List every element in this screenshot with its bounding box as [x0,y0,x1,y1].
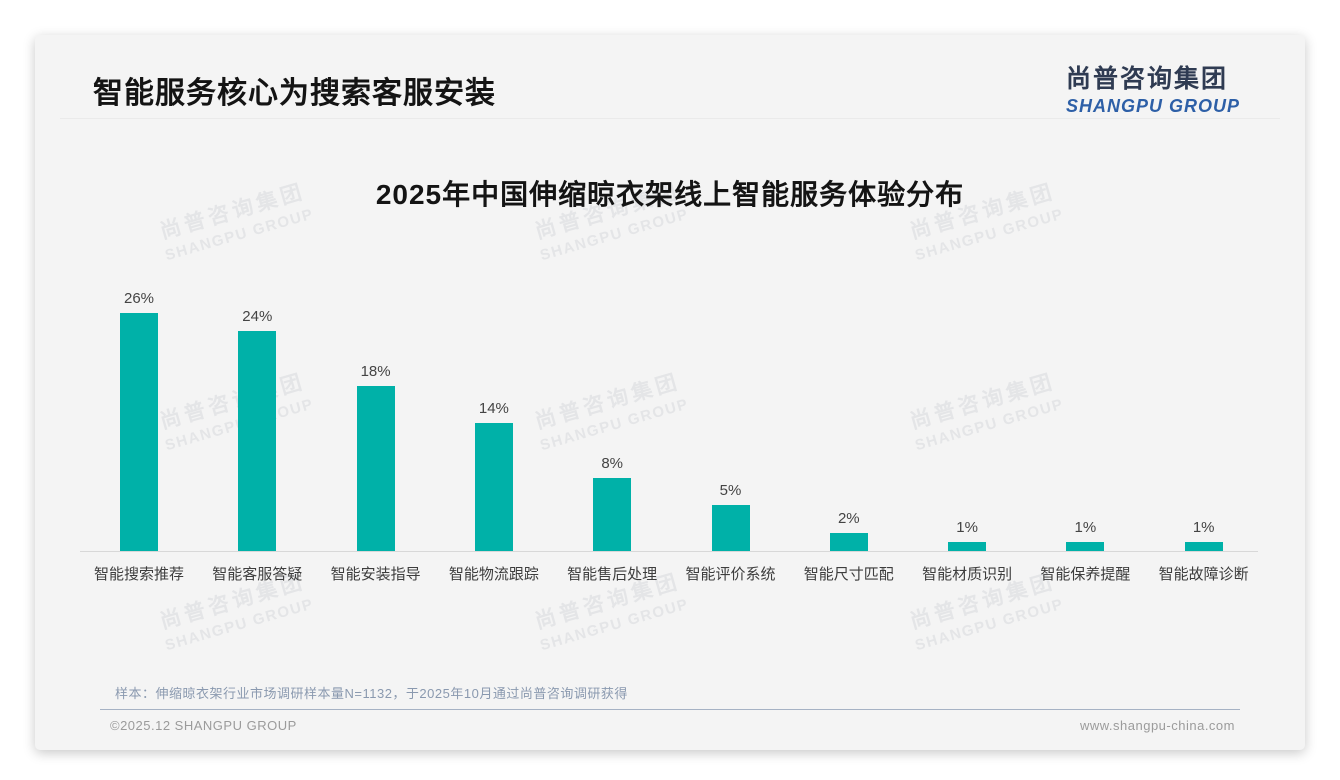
bar [1066,542,1105,551]
page-title: 智能服务核心为搜索客服安装 [93,77,496,110]
report-card: 尚普咨询集团 SHANGPU GROUP 尚普咨询集团 SHANGPU GROUP 尚普… [35,35,1305,750]
brand-logo-en-text: SHANGPU GROUP [1065,96,1240,116]
bar [238,331,277,551]
bar-value-label: 18% [360,363,391,380]
brand-logo-cn-text: 尚普咨询集团 [1065,65,1228,93]
bar-value-label: 14% [478,400,509,417]
category-label: 智能评价系统 [685,566,776,583]
category-label: 智能保养提醒 [1040,566,1131,583]
category-label: 智能物流跟踪 [448,566,539,583]
website-url: www.shangpu-china.com [1079,718,1235,733]
x-axis-line [80,551,1258,552]
brand-logo: 尚普咨询集团 SHANGPU GROUP [1066,59,1240,117]
bar [356,386,395,551]
bar-value-label: 2% [837,510,860,527]
bar [593,478,632,551]
category-label: 智能尺寸匹配 [803,566,894,583]
bar-value-label: 1% [1074,519,1097,536]
category-label: 智能安装指导 [330,566,421,583]
bar-value-label: 24% [242,308,273,325]
category-label: 智能客服答疑 [212,566,303,583]
bar [711,505,750,551]
header-divider [60,118,1280,119]
category-label: 智能材质识别 [922,566,1013,583]
bar [474,423,513,551]
footer-divider [100,709,1240,710]
category-label: 智能故障诊断 [1158,566,1249,583]
bar-value-label: 1% [1192,519,1215,536]
bar-value-label: 8% [601,455,624,472]
bar-chart: 26% 智能搜索推荐 24% 智能客服答疑 18% 智能安装指导 14% 智能物流跟踪 8% 智能… [35,35,1305,750]
bar [120,313,158,551]
bar-value-label: 5% [719,482,742,499]
chart-title: 2025年中国伸缩晾衣架线上智能服务体验分布 [375,179,965,210]
bar-value-label: 1% [956,519,978,536]
category-label: 智能售后处理 [567,566,658,583]
bar-value-label: 26% [123,290,155,307]
bar [829,533,868,551]
bar [1184,542,1223,551]
sample-note: 样本：伸缩晾衣架行业市场调研样本量N=1132，于2025年10月通过尚普咨询调… [115,686,628,701]
category-label: 智能搜索推荐 [93,566,184,583]
bar [948,542,987,551]
copyright-text: ©2025.12 SHANGPU GROUP [110,718,297,733]
